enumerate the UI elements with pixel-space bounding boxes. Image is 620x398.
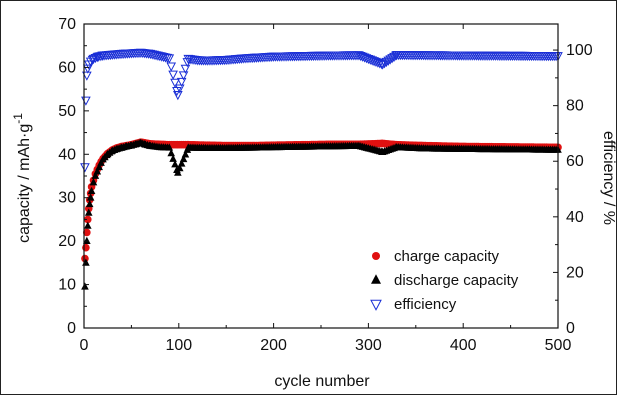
discharge-capacity-point bbox=[177, 159, 186, 167]
efficiency-point bbox=[180, 64, 191, 74]
y-right-tick-label: 20 bbox=[566, 264, 584, 281]
y-left-tick-label: 0 bbox=[67, 320, 76, 337]
charge-capacity-point bbox=[83, 228, 91, 237]
efficiency-point bbox=[377, 60, 388, 70]
efficiency-point bbox=[391, 51, 401, 61]
legend-marker-discharge-capacity bbox=[371, 274, 381, 284]
discharge-capacity-point bbox=[84, 208, 93, 216]
discharge-capacity-point bbox=[175, 164, 184, 172]
discharge-capacity-point bbox=[93, 167, 102, 175]
discharge-capacity-point bbox=[81, 282, 89, 290]
legend-label-charge-capacity: charge capacity bbox=[394, 248, 500, 265]
discharge-capacity-point bbox=[167, 148, 176, 157]
y-right-tick-label: 100 bbox=[566, 42, 593, 59]
efficiency-point bbox=[379, 59, 390, 69]
y-right-tick-label: 60 bbox=[566, 153, 584, 170]
y-left-tick-label: 40 bbox=[58, 146, 76, 163]
x-tick-label: 100 bbox=[165, 337, 192, 354]
discharge-capacity-point bbox=[86, 193, 95, 201]
series-discharge-capacity bbox=[81, 138, 562, 290]
efficiency-point bbox=[170, 78, 180, 88]
plot-layer bbox=[80, 48, 563, 290]
y-left-axis-title-main: capacity / mAh·g bbox=[16, 124, 33, 243]
efficiency-point bbox=[164, 54, 175, 64]
efficiency-point bbox=[80, 163, 90, 173]
efficiency-point bbox=[168, 70, 178, 80]
x-tick-label: 300 bbox=[355, 337, 382, 354]
y-left-tick-label: 70 bbox=[58, 16, 76, 33]
discharge-capacity-point bbox=[174, 168, 182, 176]
y-left-tick-label: 60 bbox=[58, 59, 76, 76]
efficiency-point bbox=[81, 96, 91, 106]
y-left-tick-label: 30 bbox=[58, 190, 76, 207]
y-right-tick-label: 0 bbox=[566, 320, 575, 337]
charge-capacity-point bbox=[82, 243, 90, 252]
discharge-capacity-point bbox=[91, 171, 100, 179]
legend: charge capacity discharge capacity efficie… bbox=[370, 248, 519, 313]
axes-layer: 0 100 200 300 400 500010203040506070020406080… bbox=[58, 16, 593, 354]
legend-marker-charge-capacity bbox=[372, 252, 380, 260]
legend-label-discharge-capacity: discharge capacity bbox=[394, 272, 519, 289]
efficiency-point bbox=[383, 56, 394, 66]
series-charge-capacity bbox=[81, 138, 562, 263]
charge-capacity-point bbox=[83, 215, 92, 224]
discharge-capacity-point bbox=[181, 150, 190, 158]
discharge-capacity-point bbox=[85, 199, 94, 208]
x-tick-label: 500 bbox=[545, 337, 572, 354]
y-right-tick-label: 80 bbox=[566, 98, 584, 115]
x-tick-label: 400 bbox=[450, 337, 477, 354]
efficiency-point bbox=[176, 77, 187, 88]
x-axis-title: cycle number bbox=[274, 373, 370, 390]
x-tick-label: 0 bbox=[80, 337, 89, 354]
x-tick-label: 200 bbox=[260, 337, 287, 354]
discharge-capacity-point bbox=[83, 236, 91, 244]
efficiency-point bbox=[387, 54, 397, 64]
y-right-axis-title: efficiency / % bbox=[600, 131, 617, 225]
y-left-axis-title: capacity / mAh·g-1 bbox=[11, 113, 33, 243]
legend-marker-efficiency bbox=[370, 299, 382, 311]
efficiency-point bbox=[166, 62, 177, 72]
discharge-capacity-point bbox=[89, 178, 98, 186]
y-left-tick-label: 10 bbox=[58, 277, 76, 294]
efficiency-point bbox=[174, 84, 185, 94]
efficiency-point bbox=[88, 54, 99, 65]
efficiency-point bbox=[173, 91, 183, 101]
discharge-capacity-point bbox=[171, 160, 179, 168]
y-left-tick-label: 20 bbox=[58, 233, 76, 250]
discharge-capacity-point bbox=[87, 186, 96, 195]
efficiency-point bbox=[82, 64, 93, 74]
efficiency-point bbox=[82, 71, 92, 81]
y-left-tick-label: 50 bbox=[58, 103, 76, 120]
efficiency-point bbox=[374, 59, 385, 69]
efficiency-point bbox=[178, 71, 189, 81]
y-right-tick-label: 40 bbox=[566, 209, 584, 226]
discharge-capacity-point bbox=[83, 221, 92, 229]
y-left-axis-title-superscript: -1 bbox=[11, 113, 25, 124]
efficiency-point bbox=[381, 57, 392, 68]
discharge-capacity-point bbox=[179, 154, 188, 163]
discharge-capacity-point bbox=[169, 154, 177, 162]
series-efficiency bbox=[80, 48, 563, 173]
discharge-capacity-point bbox=[165, 143, 174, 151]
discharge-capacity-point bbox=[95, 162, 103, 171]
legend-label-efficiency: efficiency bbox=[394, 296, 457, 313]
efficiency-point bbox=[385, 55, 396, 65]
